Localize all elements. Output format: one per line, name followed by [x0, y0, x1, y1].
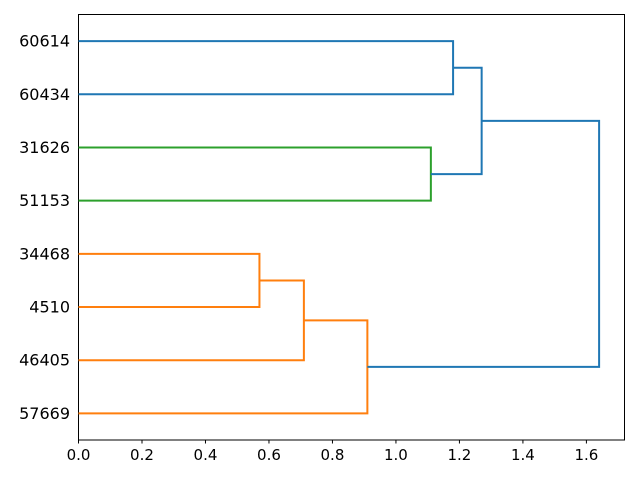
leaf-label: 34468 — [19, 244, 70, 263]
dendrogram-link-orange — [78, 279, 305, 362]
leaf-label: 46405 — [19, 351, 70, 370]
dendrogram-link-blue — [430, 66, 483, 176]
leaf-label: 57669 — [19, 404, 70, 423]
x-tick-label: 0.8 — [321, 446, 345, 464]
dendrogram-link-orange — [78, 252, 261, 309]
x-tick-label: 0.6 — [257, 446, 281, 464]
plot-frame — [78, 14, 625, 441]
dendrogram-link-blue — [367, 119, 601, 368]
leaf-label: 51153 — [19, 191, 70, 210]
dendrogram-link-green — [78, 146, 432, 202]
leaf-label: 60614 — [19, 32, 70, 51]
dendrogram-link-orange — [78, 319, 369, 415]
x-tick-label: 0.4 — [194, 446, 218, 464]
x-tick-label: 0.0 — [67, 446, 91, 464]
x-tick-label: 1.0 — [384, 446, 408, 464]
x-tick-label: 1.6 — [574, 446, 598, 464]
x-tick-label: 1.4 — [511, 446, 535, 464]
x-tick-label: 0.2 — [130, 446, 154, 464]
leaf-label: 4510 — [29, 298, 70, 317]
leaf-label: 60434 — [19, 85, 70, 104]
leaf-label: 31626 — [19, 138, 70, 157]
dendrogram-link-blue — [78, 40, 455, 96]
x-tick-label: 1.2 — [448, 446, 472, 464]
